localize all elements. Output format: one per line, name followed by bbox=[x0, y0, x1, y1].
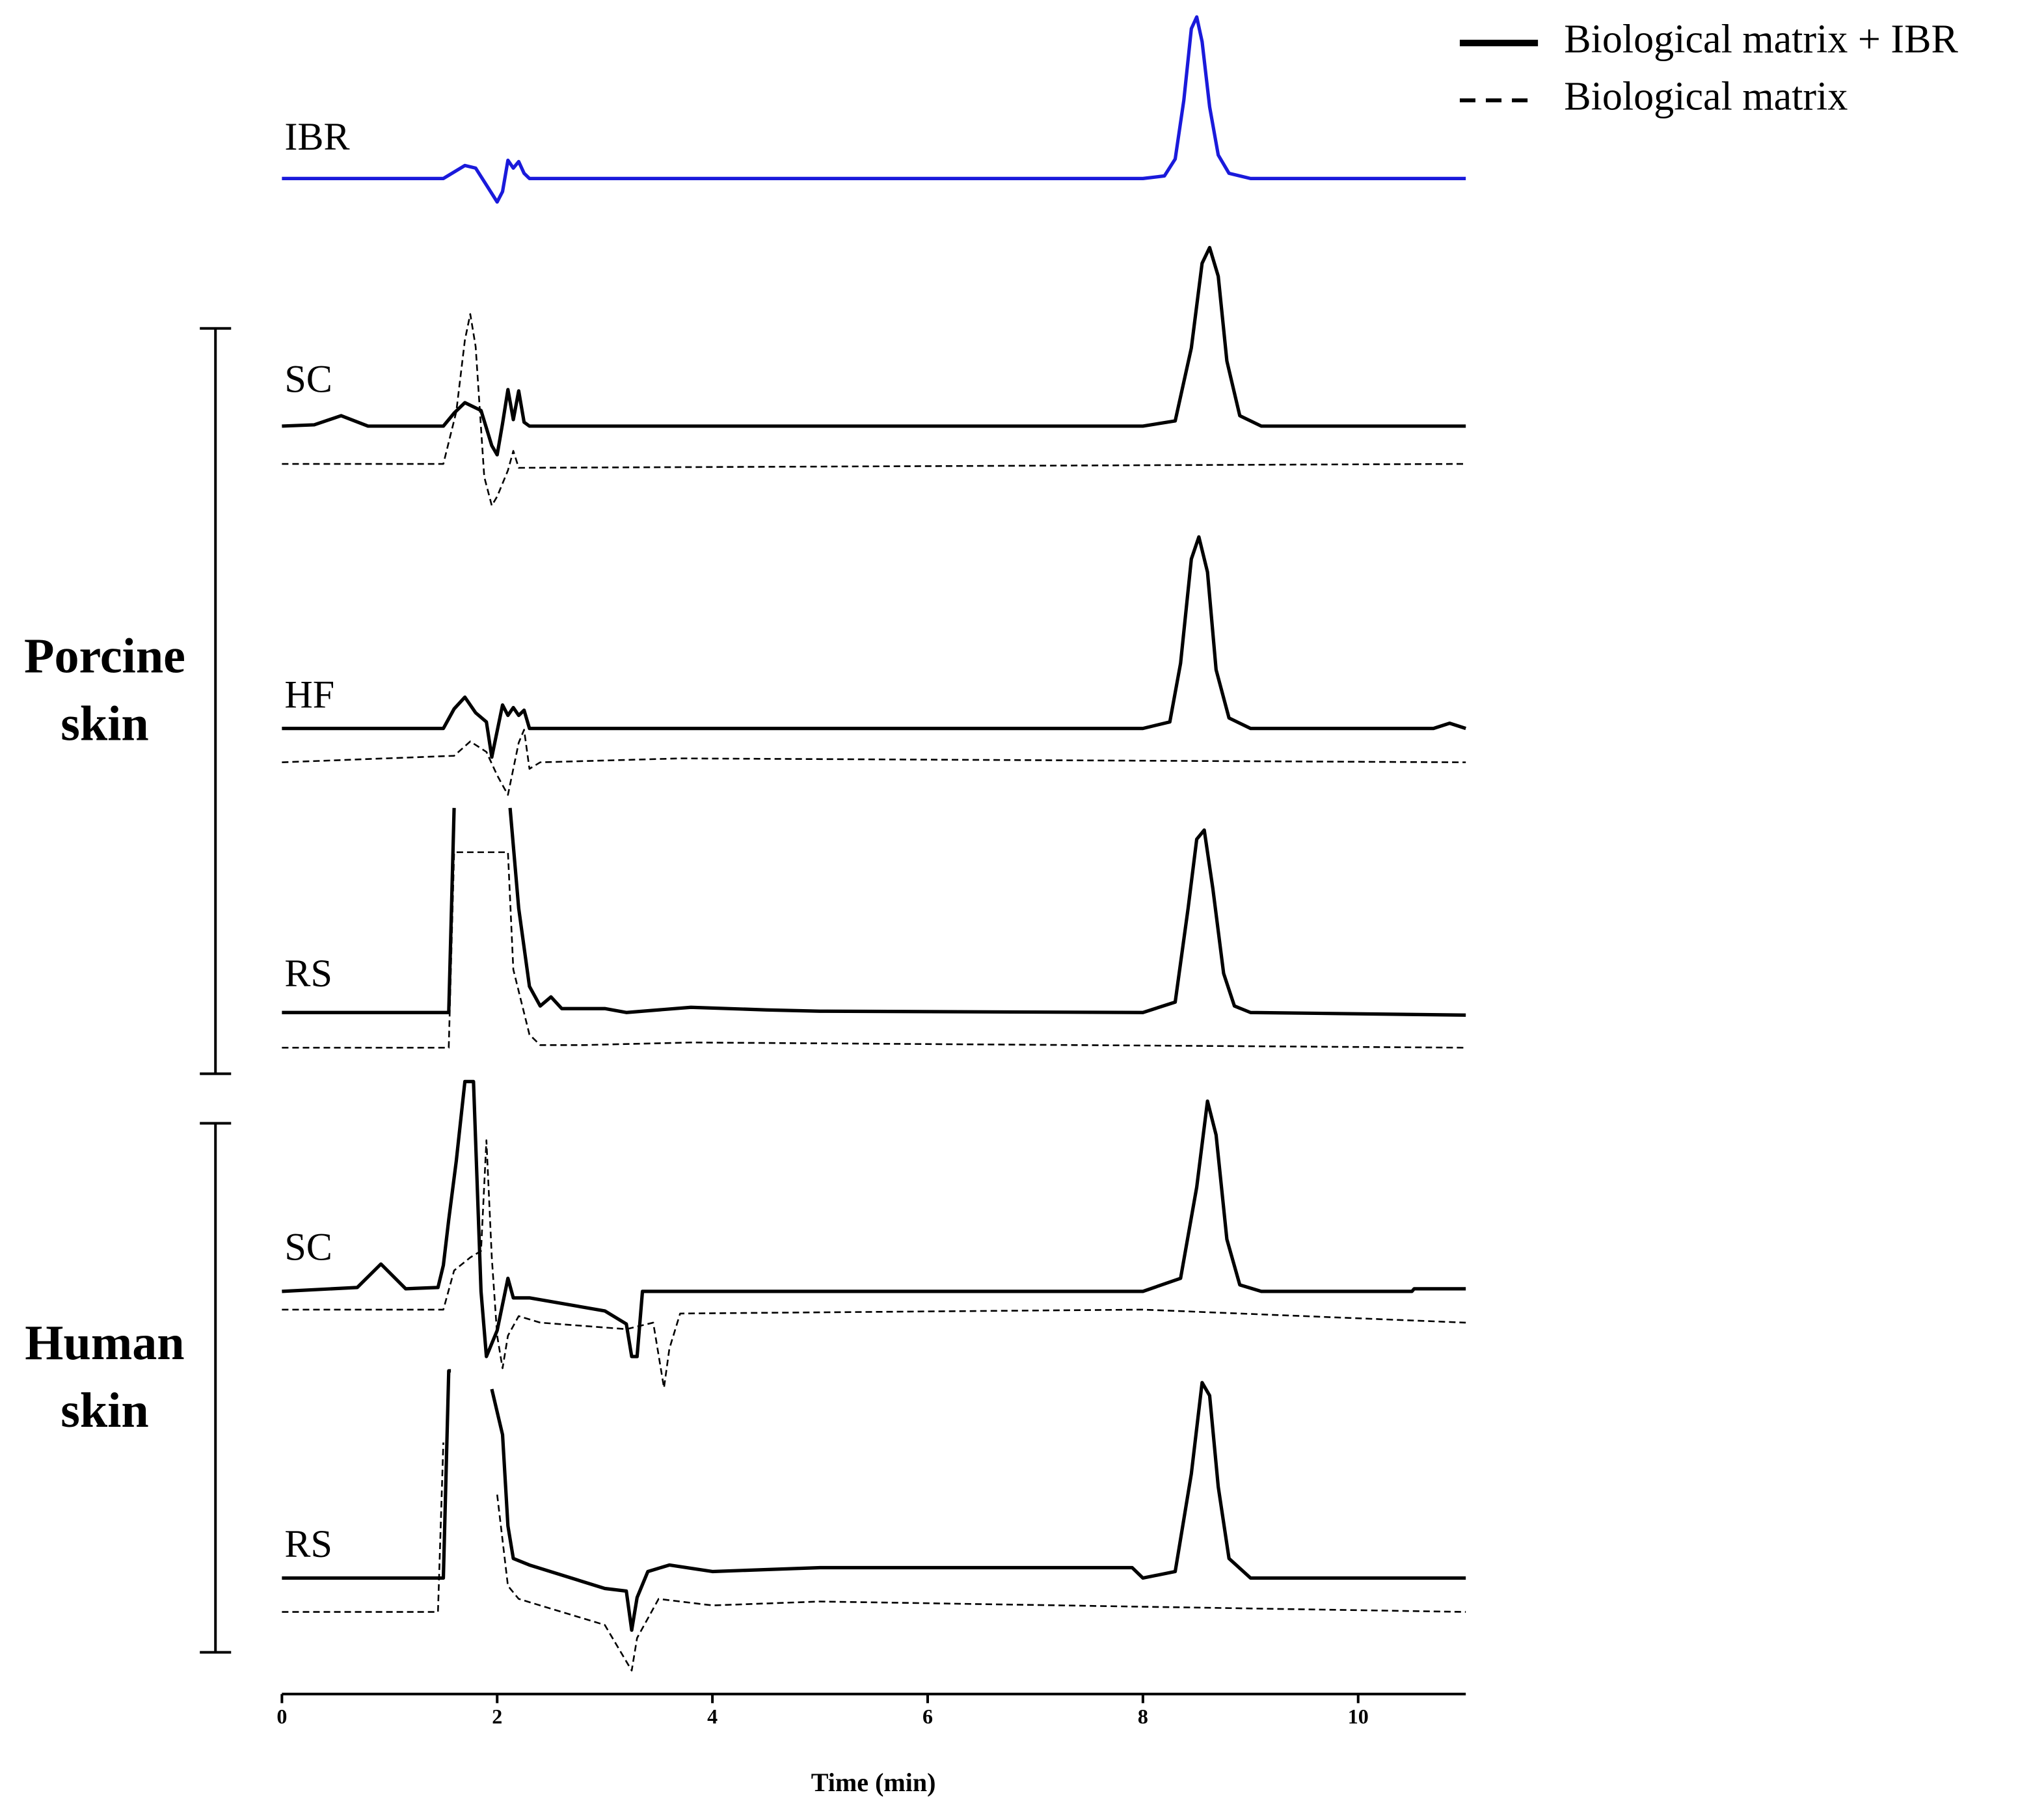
group-label: Human skin bbox=[25, 1316, 185, 1439]
legend-label: Biological matrix + IBR bbox=[1564, 17, 1958, 61]
trace bbox=[282, 851, 1466, 1049]
trace bbox=[282, 729, 1466, 796]
trace-label: RS bbox=[284, 951, 332, 995]
trace bbox=[282, 15, 1466, 204]
trace bbox=[282, 807, 1466, 1017]
trace-label: RS bbox=[284, 1522, 332, 1565]
trace-label: SC bbox=[284, 357, 332, 401]
group-label: Porcine skin bbox=[23, 629, 185, 752]
trace-label: HF bbox=[284, 672, 334, 716]
trace bbox=[282, 1139, 1466, 1389]
trace bbox=[282, 245, 1466, 457]
trace bbox=[282, 535, 1466, 759]
trace-label: IBR bbox=[284, 115, 349, 158]
trace bbox=[282, 1369, 1466, 1632]
x-tick-label: 0 bbox=[276, 1705, 287, 1728]
trace bbox=[282, 1442, 1466, 1671]
legend-label: Biological matrix bbox=[1564, 74, 1848, 118]
trace bbox=[282, 313, 1466, 507]
x-tick-label: 6 bbox=[922, 1705, 933, 1728]
x-tick-label: 4 bbox=[707, 1705, 718, 1728]
trace-label: SC bbox=[284, 1225, 332, 1269]
x-tick-label: 10 bbox=[1348, 1705, 1369, 1728]
x-tick-label: 2 bbox=[492, 1705, 502, 1728]
trace bbox=[282, 1079, 1466, 1358]
group-label-box: Human skin bbox=[25, 1316, 185, 1439]
x-axis-label: Time (min) bbox=[811, 1768, 936, 1797]
x-tick-label: 8 bbox=[1138, 1705, 1148, 1728]
group-label-box: Porcine skin bbox=[23, 629, 185, 752]
